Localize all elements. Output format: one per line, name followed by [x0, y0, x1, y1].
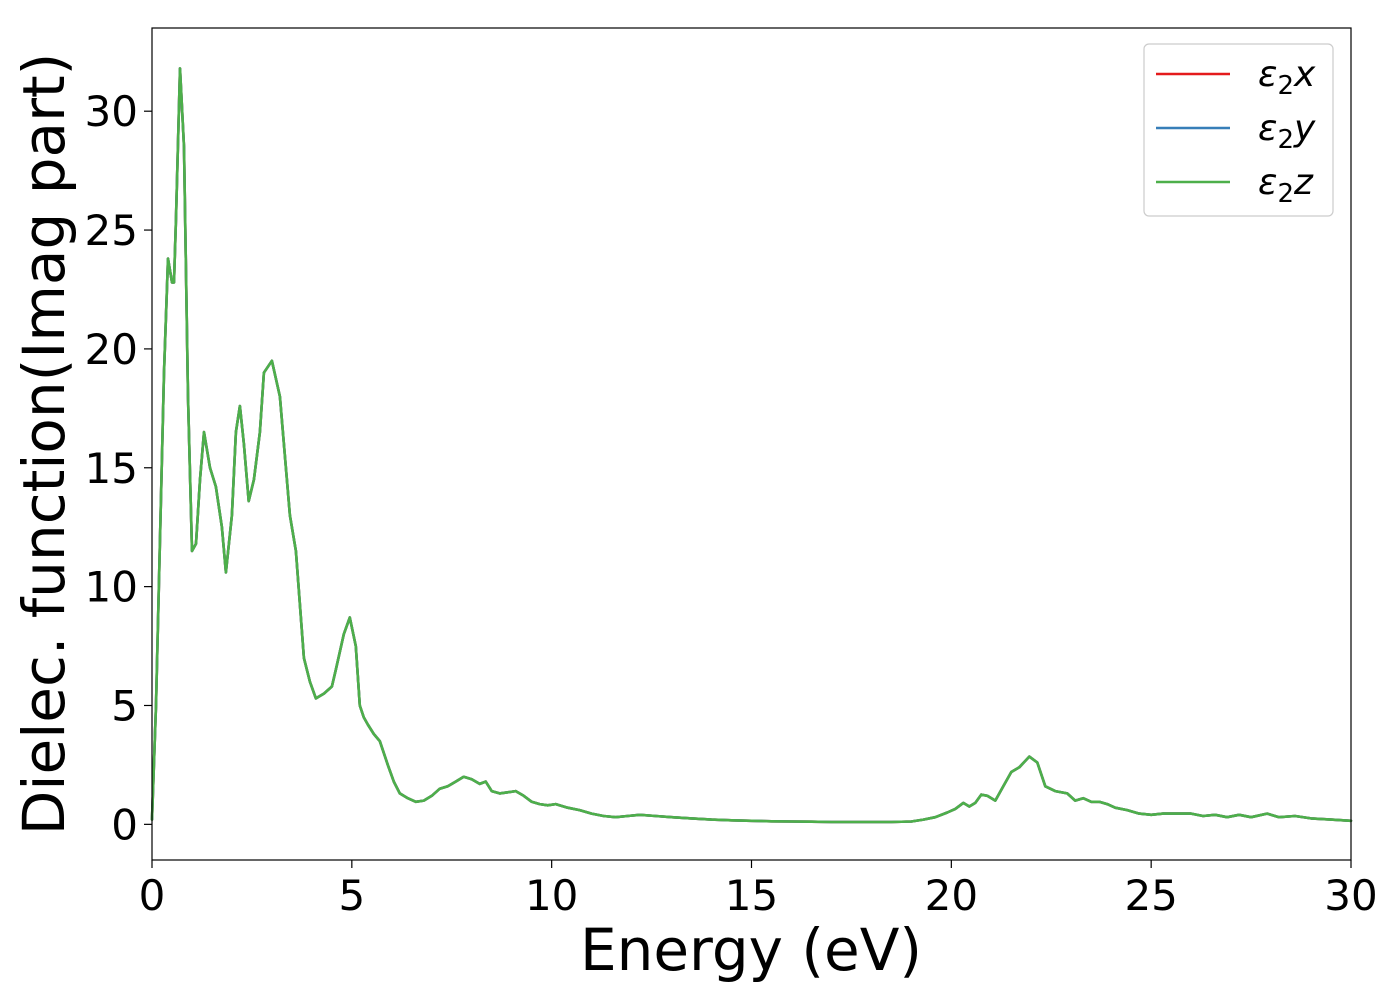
x-tick-label: 5 [338, 871, 365, 920]
y-tick-label: 25 [85, 206, 138, 255]
x-tick-label: 0 [139, 871, 166, 920]
legend-label-2: ε2y [1258, 108, 1316, 155]
x-tick-label: 20 [925, 871, 978, 920]
x-tick-label: 25 [1124, 871, 1177, 920]
y-axis-title: Dielec. function(Imag part) [10, 53, 78, 836]
y-tick-label: 30 [85, 87, 138, 136]
y-tick-label: 15 [85, 444, 138, 493]
legend-label-1: ε2x [1258, 54, 1316, 101]
y-axis: 0 5 10 15 20 25 30 [85, 87, 152, 849]
y-tick-label: 5 [111, 681, 138, 730]
y-tick-label: 10 [85, 563, 138, 612]
x-tick-label: 10 [525, 871, 578, 920]
legend-label-3: ε2z [1258, 162, 1314, 209]
y-tick-label: 20 [85, 325, 138, 374]
series-line-3 [150, 67, 1353, 824]
series-layer [150, 67, 1353, 824]
legend: ε2x ε2y ε2z [1143, 43, 1334, 217]
x-tick-label: 30 [1324, 871, 1377, 920]
x-axis: 0 5 10 15 20 25 30 [139, 860, 1378, 920]
x-axis-title: Energy (eV) [580, 916, 922, 984]
x-tick-label: 15 [725, 871, 778, 920]
legend-box [1143, 43, 1334, 217]
y-tick-label: 0 [111, 800, 138, 849]
